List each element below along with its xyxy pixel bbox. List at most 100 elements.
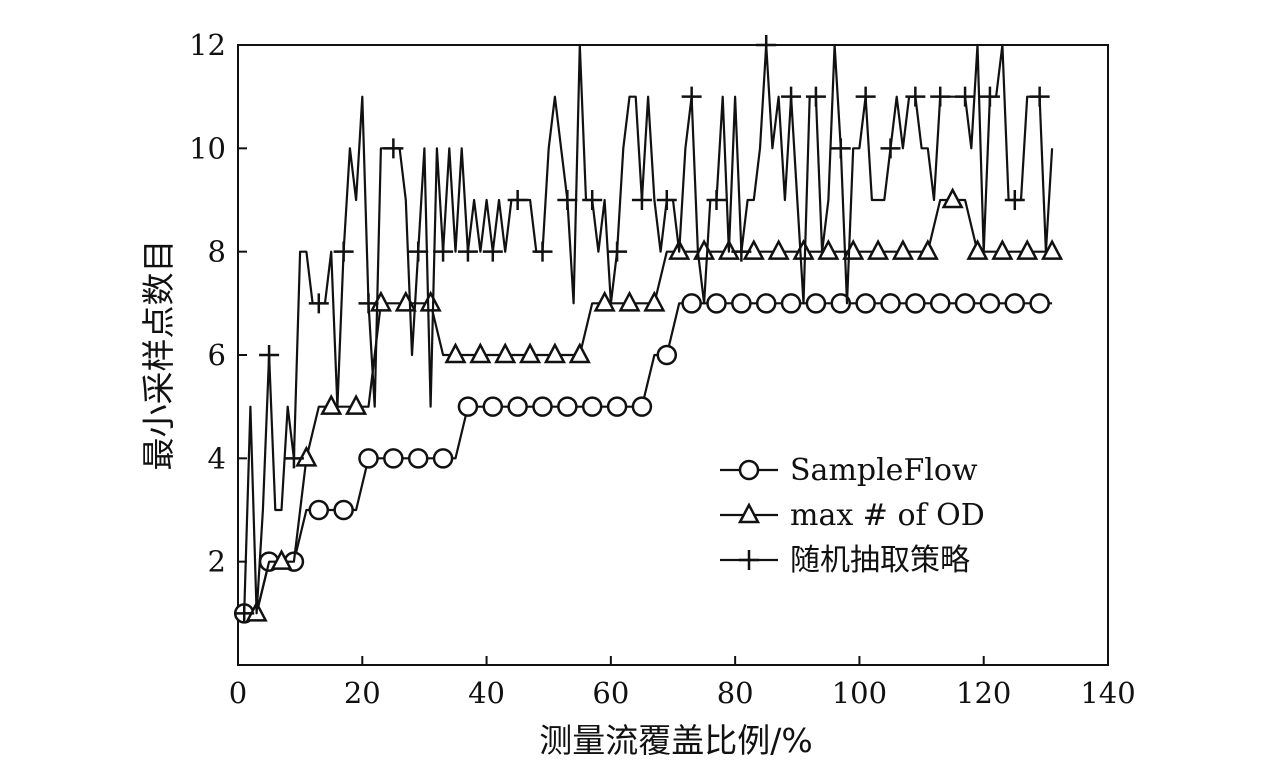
data-point <box>457 241 478 262</box>
y-tick-label: 12 <box>189 28 226 62</box>
series-1 <box>233 293 1053 624</box>
legend-marker <box>738 459 760 481</box>
data-point <box>308 499 330 521</box>
data-point <box>805 86 826 107</box>
data-point <box>929 293 951 314</box>
data-point <box>792 238 815 260</box>
data-point <box>283 448 304 469</box>
x-tick-label: 140 <box>1080 676 1135 710</box>
data-point <box>631 396 653 417</box>
data-point <box>469 342 492 364</box>
legend-marker <box>737 502 761 524</box>
data-point <box>607 241 628 262</box>
legend: SampleFlow max # of OD 随机抽取策略 <box>720 453 985 578</box>
series-line <box>243 43 1054 615</box>
data-point <box>930 86 951 107</box>
x-tick-label: 60 <box>592 676 629 710</box>
data-point <box>979 293 1001 314</box>
data-point <box>830 293 852 314</box>
data-point <box>344 393 368 415</box>
data-point <box>1004 293 1026 314</box>
x-tick-label: 80 <box>717 676 754 710</box>
data-point <box>295 445 318 467</box>
data-point <box>457 396 479 417</box>
data-point <box>433 241 454 262</box>
data-point <box>830 138 851 159</box>
data-point <box>805 293 827 314</box>
y-tick-label: 8 <box>208 235 226 269</box>
data-point <box>532 396 553 417</box>
data-point <box>383 138 404 159</box>
x-tick-label: 120 <box>956 676 1011 710</box>
data-point <box>557 396 578 417</box>
data-point <box>755 293 777 314</box>
data-point <box>731 293 752 314</box>
data-point <box>333 241 354 262</box>
data-point <box>507 190 528 210</box>
data-point <box>618 290 641 312</box>
data-point <box>482 396 504 417</box>
data-point <box>905 86 926 107</box>
data-point <box>593 290 616 312</box>
x-axis-label: 测量流覆盖比例/% <box>539 721 812 760</box>
data-point <box>320 393 343 415</box>
legend-item: max # of OD <box>720 498 985 533</box>
data-point <box>432 448 454 469</box>
legend-label: SampleFlow <box>790 453 978 488</box>
data-point <box>941 187 964 209</box>
data-point <box>1004 190 1025 210</box>
x-tick-label: 0 <box>229 676 247 710</box>
x-tick-label: 40 <box>468 676 505 710</box>
data-point <box>494 342 517 364</box>
data-point <box>767 238 790 260</box>
data-point <box>606 396 628 417</box>
data-point <box>656 190 677 210</box>
data-point <box>1029 86 1050 107</box>
data-point <box>308 293 329 314</box>
data-point <box>259 345 280 365</box>
data-point <box>781 86 802 107</box>
data-point <box>880 138 901 159</box>
data-point <box>444 342 467 364</box>
legend-item: 随机抽取策略 <box>720 543 970 578</box>
data-point <box>568 342 591 364</box>
data-point <box>581 396 603 417</box>
data-point <box>692 238 716 260</box>
x-axis-ticks: 0 20 40 60 80 100 120 140 <box>229 656 1136 710</box>
data-point <box>706 190 727 210</box>
data-point <box>742 238 765 260</box>
data-point <box>916 238 939 260</box>
legend-marker <box>739 550 759 570</box>
series-3 <box>234 35 1054 624</box>
data-point <box>482 241 503 262</box>
data-point <box>358 293 379 314</box>
data-point <box>880 293 901 314</box>
data-point <box>905 293 926 314</box>
data-point <box>991 238 1014 260</box>
data-point <box>582 190 603 210</box>
data-point <box>855 86 876 107</box>
data-point <box>954 293 976 314</box>
data-point <box>408 241 429 262</box>
data-point <box>891 238 915 260</box>
data-point <box>866 238 890 260</box>
data-point <box>706 293 727 314</box>
legend-label: 随机抽取策略 <box>790 543 970 578</box>
data-point <box>507 396 528 417</box>
x-tick-label: 100 <box>832 676 887 710</box>
data-point <box>842 238 865 260</box>
data-point <box>966 238 989 260</box>
data-point <box>681 293 702 314</box>
data-point <box>979 86 1000 107</box>
data-point <box>1016 238 1039 260</box>
data-point <box>419 290 442 312</box>
data-point <box>1029 293 1050 314</box>
data-point <box>643 290 666 312</box>
series-2 <box>244 187 1064 622</box>
data-point <box>731 241 752 262</box>
legend-label: max # of OD <box>790 498 985 533</box>
data-point <box>369 290 393 312</box>
x-tick-label: 20 <box>344 676 381 710</box>
data-point <box>756 35 777 55</box>
